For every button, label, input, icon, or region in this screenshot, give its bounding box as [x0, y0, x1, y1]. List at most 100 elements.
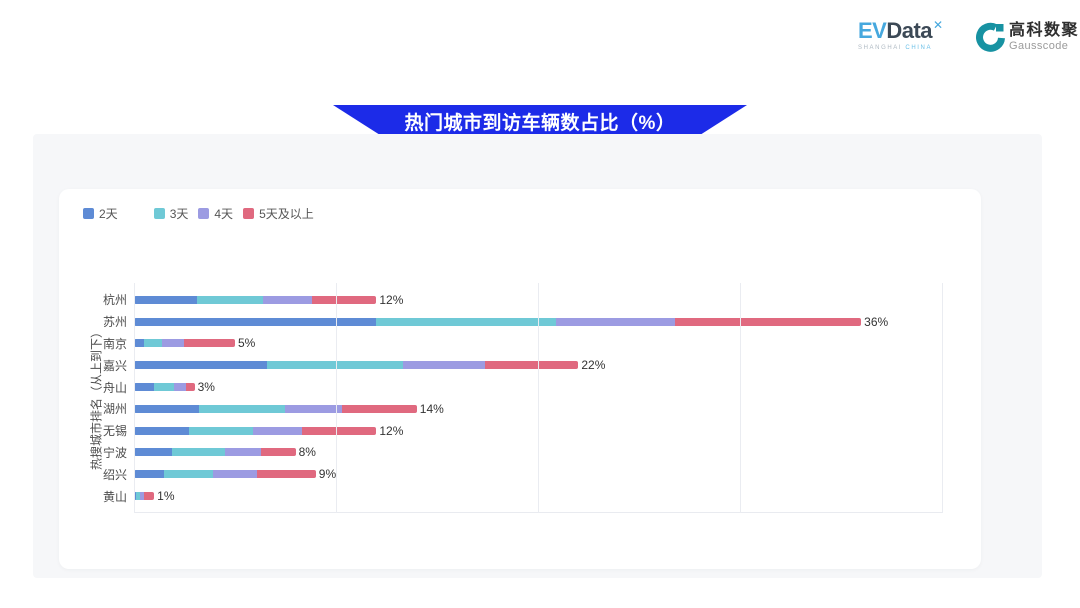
bar-segment-3天: [136, 492, 141, 501]
bar-row-南京: 南京 5%: [103, 333, 942, 355]
legend-item-0[interactable]: 2天: [83, 205, 118, 222]
bar-segment-3天: [154, 383, 175, 392]
bar-segment-2天: [134, 361, 268, 370]
bar-row-绍兴: 绍兴 9%: [103, 463, 942, 485]
gridline-0: [134, 283, 135, 513]
bar-segment-2天: [134, 448, 173, 457]
bar-total-label: 12%: [379, 423, 404, 438]
bar-segment-5天及以上: [261, 448, 296, 457]
bar-segment-3天: [164, 470, 213, 479]
bar-row-无锡: 无锡 12%: [103, 420, 942, 442]
bar-segment-3天: [376, 317, 557, 326]
legend-item-1[interactable]: 3天: [153, 205, 189, 222]
legend-item-2[interactable]: 4天: [198, 205, 233, 222]
legend-marker-icon: [83, 208, 94, 219]
bar-segment-5天及以上: [675, 317, 862, 326]
legend-marker-icon: [198, 208, 210, 219]
evdata-logo-star-icon: ✕: [933, 18, 943, 32]
bar-total-label: 1%: [157, 489, 175, 504]
bar-segment-4天: [402, 361, 486, 370]
bar-total-label: 8%: [298, 445, 316, 460]
legend-label: 3天: [169, 207, 189, 221]
bar-row-宁波: 宁波 8%: [103, 442, 942, 464]
bar-segment-4天: [162, 339, 185, 348]
bar-segment-2天: [134, 339, 145, 348]
bar-row-黄山: 黄山 1%: [103, 485, 942, 507]
legend-label: 5天及以上: [259, 207, 314, 221]
evdata-logo-data: Data: [886, 18, 933, 43]
bar-segment-4天: [212, 470, 258, 479]
bar-segment-2天: [134, 383, 155, 392]
chart-legend: 2天 3天 4天 5天及以上: [83, 205, 323, 222]
bar-segment-2天: [134, 426, 189, 435]
bar-segment-2天: [134, 295, 197, 304]
category-label: 嘉兴: [102, 358, 127, 373]
gridline-20: [538, 283, 539, 513]
evdata-logo-ev: EV: [858, 18, 887, 43]
category-label: 南京: [102, 336, 127, 351]
gausscode-text: 高科数聚 Gausscode: [1009, 21, 1080, 52]
bar-segment-3天: [188, 426, 254, 435]
bar-rows: 杭州 12% 苏州 36% 南京 5% 嘉兴 22% 舟山 3% 湖州 14% 无锡 12% 宁波 8% 绍兴 9…: [103, 289, 942, 507]
bar-row-舟山: 舟山 3%: [103, 376, 942, 398]
bar-segment-5天及以上: [144, 492, 155, 501]
category-label: 宁波: [102, 445, 127, 460]
bar-total-label: 9%: [318, 467, 337, 482]
bar-segment-4天: [140, 492, 145, 501]
gausscode-logo: 高科数聚 Gausscode: [975, 19, 1079, 55]
bar-segment-3天: [144, 339, 163, 348]
chart-card: 2天 3天 4天 5天及以上 热搜城市排名（从上到下） 杭州 12% 苏州 36% 南京 5% 嘉…: [59, 189, 981, 569]
category-label: 绍兴: [102, 467, 127, 482]
bar-total-label: 14%: [419, 401, 444, 416]
gausscode-cn-name: 高科数聚: [1009, 21, 1080, 39]
legend-item-3[interactable]: 5天及以上: [243, 205, 314, 222]
category-label: 湖州: [102, 402, 127, 417]
bar-segment-4天: [556, 317, 676, 326]
bar-segment-4天: [263, 295, 312, 304]
gridline-30: [740, 283, 741, 513]
bar-segment-5天及以上: [186, 383, 195, 392]
bar-segment-2天: [134, 470, 165, 479]
bar-segment-2天: [134, 317, 377, 326]
bar-row-嘉兴: 嘉兴 22%: [103, 354, 942, 376]
category-label: 黄山: [102, 489, 127, 504]
legend-marker-icon: [153, 208, 165, 219]
bar-segment-4天: [174, 383, 187, 392]
category-label: 苏州: [102, 315, 127, 330]
bar-segment-4天: [285, 404, 343, 413]
bar-segment-5天及以上: [301, 426, 377, 435]
bar-row-杭州: 杭州 12%: [103, 289, 942, 311]
bar-segment-5天及以上: [184, 339, 235, 348]
bar-total-label: 3%: [197, 380, 215, 395]
gausscode-en-name: Gausscode: [1009, 39, 1069, 52]
plot-area: 杭州 12% 苏州 36% 南京 5% 嘉兴 22% 舟山 3% 湖州 14% 无锡 12% 宁波 8% 绍兴 9…: [103, 283, 943, 513]
bar-segment-5天及以上: [311, 295, 377, 304]
bar-row-湖州: 湖州 14%: [103, 398, 942, 420]
bar-total-label: 12%: [379, 292, 404, 307]
bar-total-label: 22%: [581, 358, 606, 373]
gausscode-icon: [976, 22, 1005, 52]
bar-total-label: 36%: [864, 314, 889, 329]
evdata-logo-subtext: SHANGHAI CHINA: [858, 45, 942, 51]
category-label: 无锡: [102, 424, 127, 439]
evdata-logo-text: EVData✕: [858, 18, 943, 43]
bar-segment-5天及以上: [342, 404, 417, 413]
bar-row-苏州: 苏州 36%: [103, 311, 942, 333]
evdata-sub-shanghai: SHANGHAI: [858, 45, 903, 51]
bar-segment-5天及以上: [257, 470, 316, 479]
bar-segment-3天: [172, 448, 225, 457]
bar-segment-3天: [196, 295, 264, 304]
bar-segment-4天: [253, 426, 302, 435]
bar-segment-3天: [267, 361, 403, 370]
bar-segment-5天及以上: [485, 361, 579, 370]
bar-segment-2天: [134, 404, 199, 413]
legend-marker-icon: [243, 208, 255, 219]
gridline-40: [942, 283, 943, 513]
legend-label: 2天: [99, 207, 118, 221]
legend-label: 4天: [214, 207, 234, 221]
bar-segment-2天: [134, 492, 137, 501]
evdata-logo: EVData✕ SHANGHAI CHINA: [858, 18, 943, 51]
gridline-10: [336, 283, 337, 513]
evdata-sub-china: CHINA: [905, 45, 933, 51]
